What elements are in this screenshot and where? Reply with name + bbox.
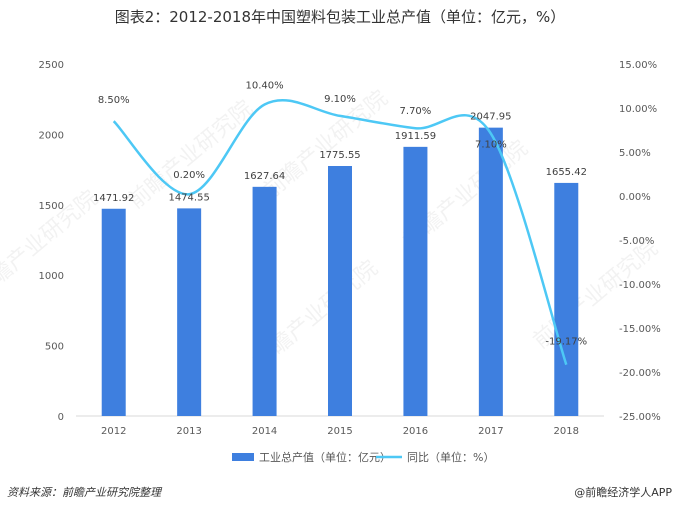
line-value-label: 9.10%	[324, 94, 356, 105]
left-axis-tick-label: 1500	[39, 201, 64, 212]
bar	[252, 186, 277, 416]
x-axis-tick-label: 2014	[252, 426, 277, 437]
bar-value-label: 1474.55	[168, 192, 209, 203]
line-value-label: 10.40%	[246, 80, 284, 91]
right-axis-tick-label: -10.00%	[619, 280, 661, 291]
bar	[328, 166, 352, 416]
legend-bar-label: 工业总产值（单位：亿元）	[259, 450, 391, 464]
bar	[403, 146, 428, 416]
right-axis-tick-label: -20.00%	[619, 368, 661, 379]
right-axis-tick-label: -25.00%	[619, 412, 661, 423]
left-axis-tick-label: 2500	[39, 60, 64, 71]
left-axis-tick-label: 1000	[39, 271, 64, 282]
bar-value-label: 1775.55	[319, 150, 360, 161]
left-axis-tick-label: 2000	[39, 130, 64, 141]
bar	[478, 127, 503, 416]
x-axis-tick-label: 2017	[478, 426, 503, 437]
right-axis-tick-label: 5.00%	[619, 148, 651, 159]
x-axis-tick-label: 2012	[101, 426, 126, 437]
x-axis-tick-label: 2018	[554, 426, 579, 437]
line-value-label: 7.10%	[475, 140, 507, 151]
line-value-label: 0.20%	[173, 170, 205, 181]
right-axis-tick-label: -15.00%	[619, 324, 661, 335]
bar	[101, 208, 126, 416]
bar-value-label: 1627.64	[244, 171, 285, 182]
right-axis-tick-label: 0.00%	[619, 192, 651, 203]
left-axis: 0 500 1000 1500 2000 2500	[39, 60, 64, 423]
left-axis-tick-label: 0	[58, 412, 64, 423]
legend-bar-swatch	[232, 453, 254, 461]
bar-value-label: 1911.59	[395, 131, 436, 142]
line-value-label: -19.17%	[545, 337, 587, 348]
legend: 工业总产值（单位：亿元） 同比（单位：%）	[232, 450, 494, 464]
right-axis-tick-label: -5.00%	[619, 236, 654, 247]
bar	[177, 208, 202, 416]
x-axis: 2012 2013 2014 2015 2016 2017 2018	[101, 426, 579, 437]
line-series	[112, 99, 568, 366]
x-axis-tick-label: 2015	[327, 426, 352, 437]
legend-line-label: 同比（单位：%）	[407, 450, 494, 464]
line-value-label: 8.50%	[98, 95, 130, 106]
app-watermark: @前瞻经济学人APP	[574, 486, 672, 499]
line-value-label: 7.70%	[400, 106, 432, 117]
right-axis: -25.00% -20.00% -15.00% -10.00% -5.00% 0.00% 5…	[619, 60, 661, 423]
bar-data-labels: 1471.92 1474.55 1627.64 1775.55 1911.59 2047.…	[93, 112, 587, 204]
bar-value-label: 1471.92	[93, 193, 134, 204]
left-axis-tick-label: 500	[45, 342, 64, 353]
bar-series	[101, 127, 579, 416]
x-axis-tick-label: 2013	[176, 426, 201, 437]
bar	[554, 182, 579, 416]
line-data-labels: 8.50% 0.20% 10.40% 9.10% 7.70% 7.10% -19.17%	[98, 80, 587, 347]
x-axis-tick-label: 2016	[403, 426, 428, 437]
source-note: 资料来源：前瞻产业研究院整理	[7, 486, 161, 499]
bar-value-label: 1655.42	[546, 167, 587, 178]
bar-value-label: 2047.95	[470, 112, 511, 123]
right-axis-tick-label: 10.00%	[619, 104, 657, 115]
right-axis-tick-label: 15.00%	[619, 60, 657, 71]
chart-title: 图表2：2012-2018年中国塑料包装工业总产值（单位：亿元，%）	[114, 8, 566, 26]
